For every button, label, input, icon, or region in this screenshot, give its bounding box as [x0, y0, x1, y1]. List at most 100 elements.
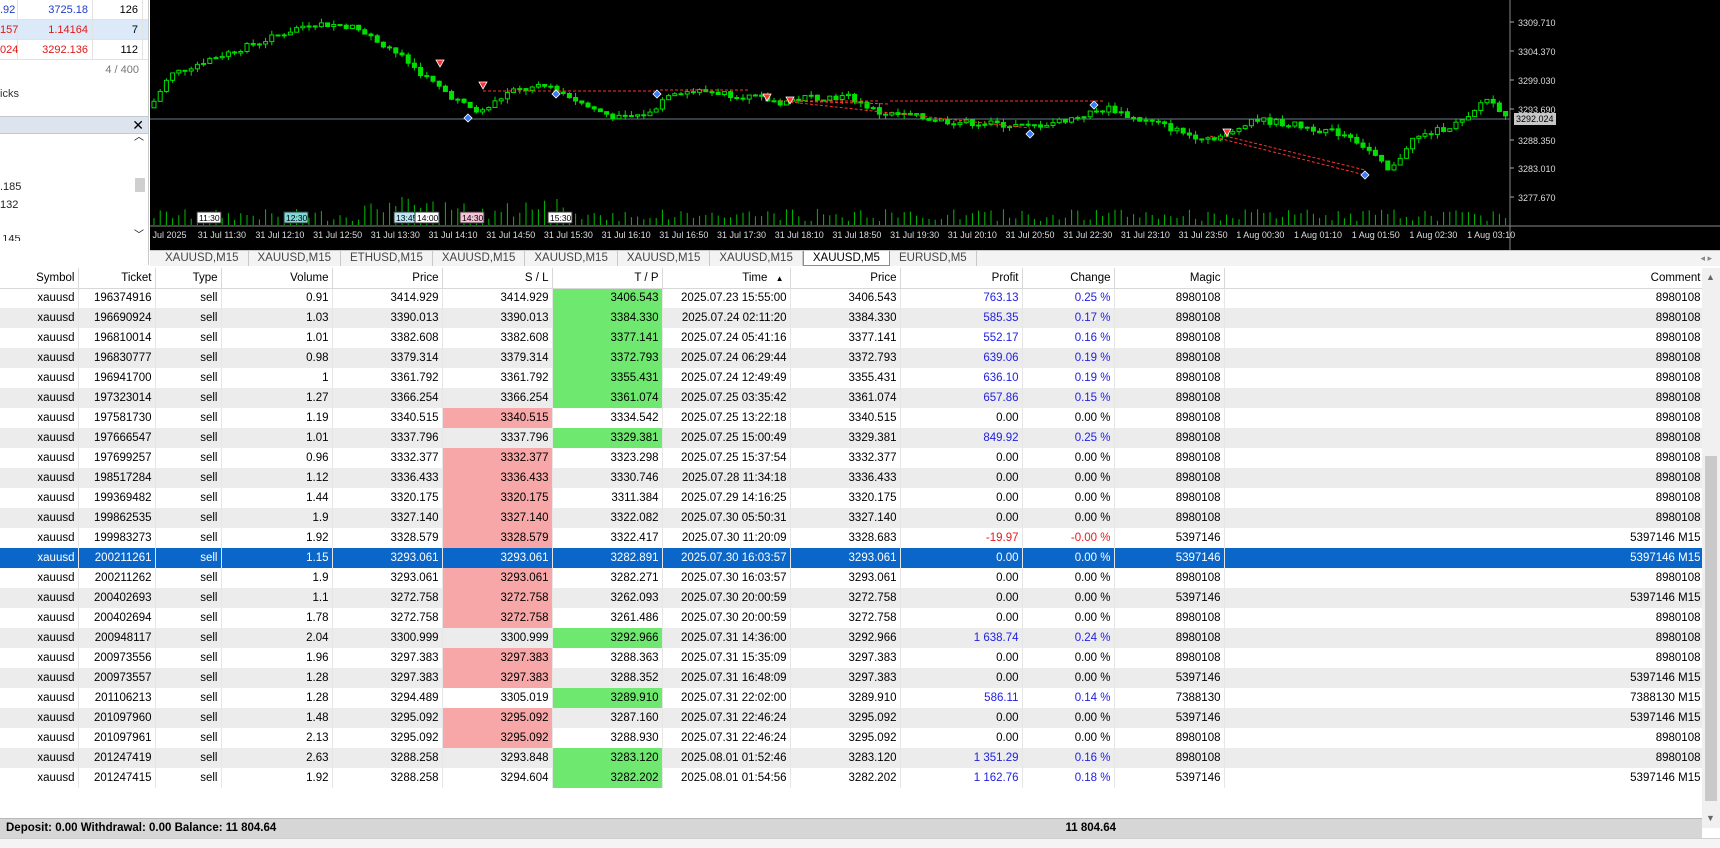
table-row[interactable]: xauusd 198517284 sell 1.12 3336.433 3336.433 3…	[0, 468, 1705, 488]
close-marker	[652, 89, 662, 99]
candle-bear	[461, 98, 467, 103]
current-price-cell: 3336.433	[790, 468, 901, 488]
candle-bull	[1242, 125, 1248, 130]
candle-bull	[1093, 110, 1099, 113]
scroll-up-icon[interactable]: ▲	[1706, 272, 1715, 282]
table-row[interactable]: xauusd 201247419 sell 2.63 3288.258 3293.848 3…	[0, 748, 1705, 768]
chart-tab[interactable]: XAUUSD,M15	[249, 251, 341, 266]
scroll-down-icon[interactable]: ▼	[1706, 813, 1715, 823]
table-row[interactable]: xauusd 196830777 sell 0.98 3379.314 3379.314 3…	[0, 348, 1705, 368]
chart-tab[interactable]: ETHUSD,M15	[341, 251, 433, 266]
scroll-up-icon[interactable]: ︿	[134, 132, 144, 143]
tick-flag-label: 12:30	[286, 213, 308, 223]
column-header[interactable]: Time ▲	[662, 268, 791, 289]
ticks-tab[interactable]: icks	[0, 88, 19, 100]
table-scrollbar[interactable]: ▲ ▼	[1702, 268, 1720, 828]
tab-scroll-arrows-icon[interactable]: ◂ ▸	[1700, 253, 1712, 263]
candle-bull	[684, 91, 690, 95]
ticket-cell: 200973556	[78, 648, 156, 668]
scroll-thumb[interactable]	[135, 178, 145, 192]
column-header[interactable]: Type	[155, 268, 222, 289]
table-row[interactable]: xauusd 197581730 sell 1.19 3340.515 3340.515 3…	[0, 408, 1705, 428]
table-row[interactable]: xauusd 200402694 sell 1.78 3272.758 3272.758 3…	[0, 608, 1705, 628]
time-label: 31 Jul 22:30	[1063, 230, 1112, 240]
scroll-down-icon[interactable]: ﹀	[134, 230, 144, 241]
table-row[interactable]: xauusd 201097960 sell 1.48 3295.092 3295.092 3…	[0, 708, 1705, 728]
table-row[interactable]: xauusd 200948117 sell 2.04 3300.999 3300.999 3…	[0, 628, 1705, 648]
candle-bear	[325, 22, 331, 28]
table-row[interactable]: xauusd 196941700 sell 1 3361.792 3361.792 3355…	[0, 368, 1705, 388]
column-header-label: Type	[192, 271, 218, 284]
table-row[interactable]: xauusd 196374916 sell 0.91 3414.929 3414.929 3…	[0, 288, 1705, 308]
market-watch-row[interactable]: 024 3292.136 112	[0, 40, 148, 60]
column-header[interactable]: Magic	[1114, 268, 1225, 289]
column-header[interactable]: Ticket	[78, 268, 156, 289]
time-cell: 2025.07.31 22:46:24	[662, 728, 791, 748]
chart-tab[interactable]: EURUSD,M5	[890, 251, 977, 266]
table-row[interactable]: xauusd 196690924 sell 1.03 3390.013 3390.013 3…	[0, 308, 1705, 328]
column-header[interactable]: Volume	[221, 268, 333, 289]
bid-value: 1.14164	[18, 20, 93, 39]
candle-bull	[535, 84, 541, 88]
ticks-scrollbar[interactable]: ︿ ﹀	[130, 132, 148, 265]
table-row[interactable]: xauusd 200211261 sell 1.15 3293.061 3293.061 3…	[0, 548, 1705, 568]
open-price-cell: 3293.061	[332, 568, 443, 588]
table-row[interactable]: xauusd 197323014 sell 1.27 3366.254 3366.254 3…	[0, 388, 1705, 408]
table-row[interactable]: xauusd 200973557 sell 1.28 3297.383 3297.383 3…	[0, 668, 1705, 688]
candle-bull	[653, 108, 659, 113]
close-icon[interactable]: ✕	[132, 117, 144, 133]
chart-tab[interactable]: XAUUSD,M15	[710, 251, 803, 266]
chart-tab[interactable]: XAUUSD,M15	[433, 251, 526, 266]
chart-tab[interactable]: XAUUSD,M5	[802, 251, 890, 266]
candle-bull	[870, 107, 876, 110]
table-row[interactable]: xauusd 200211262 sell 1.9 3293.061 3293.061 32…	[0, 568, 1705, 588]
table-row[interactable]: xauusd 200402693 sell 1.1 3272.758 3272.758 32…	[0, 588, 1705, 608]
column-header[interactable]: Price	[332, 268, 443, 289]
open-price-cell: 3328.579	[332, 528, 443, 548]
candle-bear	[1100, 110, 1106, 113]
table-row[interactable]: xauusd 201106213 sell 1.28 3294.489 3305.019 3…	[0, 688, 1705, 708]
take-profit-cell: 3288.363	[552, 648, 663, 668]
candle-bull	[976, 124, 982, 127]
candle-bear	[883, 113, 889, 116]
chart-tab[interactable]: XAUUSD,M15	[156, 251, 249, 266]
column-header[interactable]: S / L	[442, 268, 553, 289]
table-row[interactable]: xauusd 199983273 sell 1.92 3328.579 3328.579 3…	[0, 528, 1705, 548]
market-watch-row[interactable]: .92 3725.18 126	[0, 0, 148, 20]
market-watch-row[interactable]: 157 1.14164 7	[0, 20, 148, 40]
change-cell: 0.00 %	[1022, 448, 1115, 468]
chart-tab[interactable]: XAUUSD,M15	[618, 251, 711, 266]
table-row[interactable]: xauusd 197699257 sell 0.96 3332.377 3332.377 3…	[0, 448, 1705, 468]
column-header[interactable]: Symbol	[0, 268, 79, 289]
price-chart[interactable]: 3309.710 3304.370 3299.030 3293.690 3288.350…	[150, 0, 1720, 250]
table-row[interactable]: xauusd 197666547 sell 1.01 3337.796 3337.796 3…	[0, 428, 1705, 448]
trade-line	[1224, 135, 1366, 171]
column-header[interactable]: Price	[790, 268, 901, 289]
tick-flag-label: 14:30	[462, 213, 484, 223]
table-row[interactable]: xauusd 201247415 sell 1.92 3288.258 3294.604 3…	[0, 768, 1705, 788]
column-header[interactable]: T / P	[552, 268, 663, 289]
column-header[interactable]: Comment	[1224, 268, 1705, 289]
stop-loss-cell: 3272.758	[442, 608, 553, 628]
candle-bear	[759, 94, 765, 97]
type-cell: sell	[155, 388, 222, 408]
stop-loss-cell: 3320.175	[442, 488, 553, 508]
chart-canvas[interactable]: 3309.710 3304.370 3299.030 3293.690 3288.350…	[150, 0, 1720, 250]
candle-bear	[1199, 138, 1205, 141]
current-price-cell: 3320.175	[790, 488, 901, 508]
table-row[interactable]: xauusd 200973556 sell 1.96 3297.383 3297.383 3…	[0, 648, 1705, 668]
chart-tab[interactable]: XAUUSD,M15	[525, 251, 618, 266]
change-cell: -0.00 %	[1022, 528, 1115, 548]
scroll-thumb[interactable]	[1705, 456, 1717, 801]
time-label: 31 Jul 19:30	[890, 230, 939, 240]
column-header[interactable]: Profit	[900, 268, 1023, 289]
column-header[interactable]: Change	[1022, 268, 1115, 289]
candle-bear	[796, 98, 802, 102]
table-row[interactable]: xauusd 199862535 sell 1.9 3327.140 3327.140 33…	[0, 508, 1705, 528]
tick-value: 132	[0, 199, 19, 211]
table-row[interactable]: xauusd 196810014 sell 1.01 3382.608 3382.608 3…	[0, 328, 1705, 348]
table-row[interactable]: xauusd 201097961 sell 2.13 3295.092 3295.092 3…	[0, 728, 1705, 748]
table-row[interactable]: xauusd 199369482 sell 1.44 3320.175 3320.175 3…	[0, 488, 1705, 508]
current-price-cell: 3283.120	[790, 748, 901, 768]
stop-loss-cell: 3337.796	[442, 428, 553, 448]
